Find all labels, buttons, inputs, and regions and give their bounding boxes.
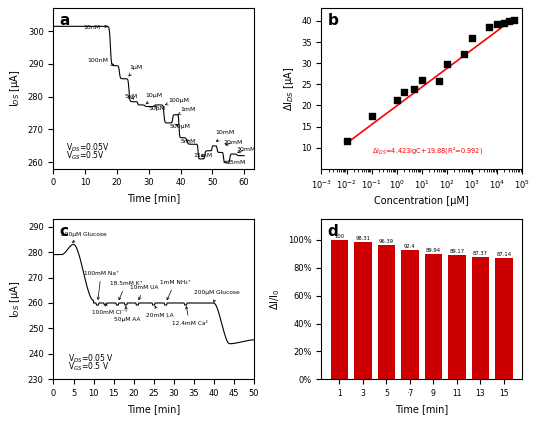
Text: 15mM: 15mM [193,153,213,158]
Text: 100mM Na⁺: 100mM Na⁺ [83,271,119,300]
Bar [424,254,442,379]
Text: 1mM: 1mM [178,108,196,115]
Text: 5μM: 5μM [125,95,138,99]
Text: 200μM Glucose: 200μM Glucose [194,290,239,302]
Y-axis label: I$_{DS}$ [μA]: I$_{DS}$ [μA] [8,280,23,318]
Text: 18.5mM K⁺: 18.5mM K⁺ [110,281,142,300]
Text: b: b [328,13,338,28]
Point [367,113,376,119]
Text: 98.31: 98.31 [356,236,370,241]
Text: 1μM: 1μM [129,65,143,76]
Text: 89.17: 89.17 [449,249,464,254]
Text: 89.94: 89.94 [426,248,441,253]
Text: 200μM Glucose: 200μM Glucose [61,232,107,242]
Point [500,19,508,26]
Text: 100nM: 100nM [87,58,114,65]
X-axis label: Concentration [μM]: Concentration [μM] [374,197,469,206]
Point [468,35,476,41]
Bar [471,257,489,379]
Text: V$_{GS}$=0.5 V: V$_{GS}$=0.5 V [67,360,109,373]
Point [410,86,419,93]
Text: 10mM UA: 10mM UA [130,285,158,300]
Point [492,21,501,28]
Text: 100μM: 100μM [165,97,189,105]
Text: 25mM: 25mM [224,160,246,165]
Text: 100: 100 [334,234,344,239]
Point [435,78,443,84]
Point [417,77,426,84]
Bar [401,251,419,379]
Text: 10μM: 10μM [146,93,163,104]
Point [504,18,513,24]
Bar [330,240,348,379]
Text: V$_{DS}$=0.05V: V$_{DS}$=0.05V [66,142,110,154]
Y-axis label: ΔI/I$_0$: ΔI/I$_0$ [268,288,282,310]
Text: 50μM: 50μM [149,106,166,111]
Bar [378,245,395,379]
Point [442,61,451,68]
Point [460,51,469,57]
Text: 20mM LA: 20mM LA [146,306,173,318]
Text: d: d [328,224,338,239]
Text: 50μM AA: 50μM AA [114,306,140,322]
Text: 10mM: 10mM [216,130,235,142]
Text: ΔI$_{DS}$=4.423lgC+19.88(R²=0.992): ΔI$_{DS}$=4.423lgC+19.88(R²=0.992) [372,145,483,156]
Text: c: c [60,224,68,239]
X-axis label: Time [min]: Time [min] [127,404,180,414]
Bar [448,255,465,379]
Bar [495,258,513,379]
X-axis label: Time [min]: Time [min] [395,404,448,414]
Text: 100mM Cl⁻: 100mM Cl⁻ [91,304,124,316]
Point [392,97,401,104]
Bar [354,242,372,379]
Point [400,89,408,95]
Text: 87.37: 87.37 [473,252,488,257]
Text: 92.4: 92.4 [404,244,416,249]
Text: 96.39: 96.39 [379,239,394,244]
Text: 87.14: 87.14 [496,252,511,257]
Text: a: a [60,13,70,28]
Point [342,138,351,145]
X-axis label: Time [min]: Time [min] [127,193,180,203]
Text: 30mM: 30mM [236,147,256,153]
Point [485,24,493,31]
Text: V$_{DS}$=0.05 V: V$_{DS}$=0.05 V [67,352,114,365]
Text: 500μM: 500μM [169,124,190,129]
Text: 1mM NH₄⁺: 1mM NH₄⁺ [160,280,190,300]
Text: 12.4mM Ca²: 12.4mM Ca² [172,306,207,326]
Text: 5mM: 5mM [181,138,196,143]
Text: V$_{GS}$=0.5V: V$_{GS}$=0.5V [66,150,105,162]
Y-axis label: ΔI$_{DS}$ [μA]: ΔI$_{DS}$ [μA] [281,66,295,111]
Point [510,16,519,23]
Y-axis label: I$_{DS}$ [μA]: I$_{DS}$ [μA] [8,70,23,107]
Text: 10nM: 10nM [84,24,108,30]
Text: 20mM: 20mM [223,140,243,146]
